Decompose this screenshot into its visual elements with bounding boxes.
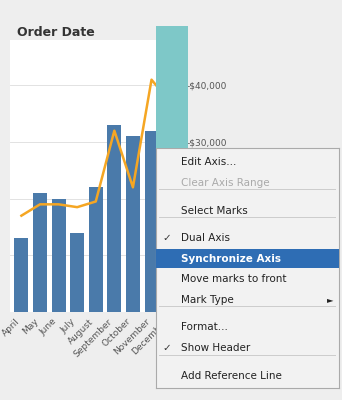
Text: Add Reference Line: Add Reference Line	[181, 371, 282, 381]
Text: Select Marks: Select Marks	[181, 206, 248, 216]
Bar	[89, 187, 103, 312]
Bar	[70, 233, 84, 312]
Bar	[52, 199, 66, 312]
Text: ✓: ✓	[162, 233, 171, 243]
Text: Synchronize Axis: Synchronize Axis	[181, 254, 281, 264]
Bar	[126, 136, 140, 312]
Bar	[145, 131, 158, 312]
Text: Order Date: Order Date	[17, 26, 95, 39]
Text: Clear Axis Range: Clear Axis Range	[181, 178, 270, 188]
Bar	[33, 193, 47, 312]
Text: Format...: Format...	[181, 322, 228, 332]
Text: Move marks to front: Move marks to front	[181, 274, 287, 284]
Text: ►: ►	[327, 295, 333, 304]
FancyBboxPatch shape	[156, 250, 339, 268]
Bar	[107, 125, 121, 312]
Text: Mark Type: Mark Type	[181, 295, 234, 305]
Bar	[14, 238, 28, 312]
Text: Dual Axis: Dual Axis	[181, 233, 230, 243]
Text: Show Header: Show Header	[181, 343, 250, 353]
Text: ✓: ✓	[162, 343, 171, 353]
Bar	[163, 63, 177, 312]
Text: Edit Axis...: Edit Axis...	[181, 157, 237, 167]
